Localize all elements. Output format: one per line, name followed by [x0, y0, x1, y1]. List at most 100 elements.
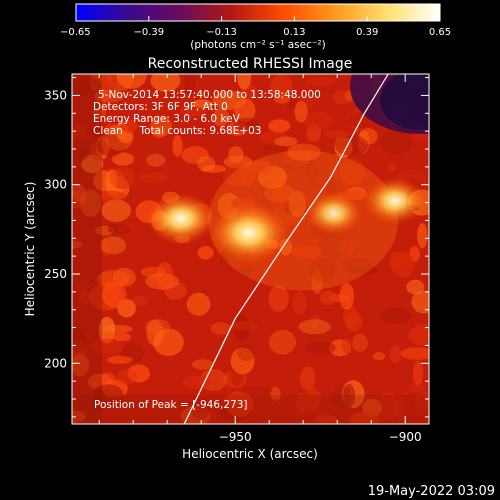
texture-blob — [319, 290, 337, 306]
colorbar-tick-label: 0.65 — [429, 27, 451, 38]
texture-blob — [100, 236, 127, 255]
texture-blob — [98, 316, 116, 344]
texture-blob — [98, 190, 126, 201]
texture-blob — [379, 392, 399, 420]
texture-blob — [72, 240, 83, 249]
texture-blob — [269, 74, 293, 99]
texture-blob — [394, 397, 407, 421]
texture-blob — [146, 153, 166, 167]
texture-blob — [228, 146, 244, 163]
texture-blob — [240, 166, 253, 188]
texture-blob — [72, 410, 86, 423]
plot-frame — [71, 73, 430, 425]
texture-blob — [93, 384, 124, 409]
texture-blob — [318, 233, 352, 259]
texture-blob — [184, 74, 196, 95]
texture-blob — [268, 119, 291, 133]
texture-blob — [310, 315, 321, 328]
texture-blob — [306, 387, 321, 411]
peak-position-label: Position of Peak = [-946,273] — [94, 399, 248, 411]
texture-blob — [304, 158, 319, 187]
texture-blob — [413, 360, 424, 386]
texture-blob — [197, 155, 216, 172]
texture-blob — [91, 338, 124, 355]
texture-blob — [380, 307, 411, 324]
texture-blob — [411, 290, 429, 314]
colorbar-ticks: −0.65 −0.39 −0.13 0.13 0.39 0.65 — [60, 16, 451, 38]
texture-blob — [120, 120, 138, 133]
texture-blob — [390, 250, 414, 278]
texture-blob — [332, 90, 353, 105]
colorbar-unit-label: (photons cm⁻² s⁻¹ asec⁻²) — [190, 39, 325, 51]
texture-blob — [102, 74, 117, 92]
texture-blob — [210, 322, 231, 335]
info-detectors: Detectors: 3F 6F 9F, Att 0 — [93, 101, 228, 113]
texture-blob — [79, 189, 102, 218]
texture-blob — [350, 111, 369, 129]
texture-blob — [104, 123, 117, 136]
texture-blob — [250, 160, 272, 174]
y-tick-label: 200 — [44, 356, 67, 370]
y-axis-label: Heliocentric Y (arcsec) — [23, 182, 37, 317]
texture-blob — [145, 273, 180, 290]
texture-blob — [72, 77, 103, 96]
colorbar-tick-label: −0.13 — [206, 27, 237, 38]
texture-blob — [339, 282, 355, 310]
top-right-dark-corner — [350, 74, 429, 134]
texture-blob — [295, 392, 308, 414]
emission-source — [305, 192, 362, 235]
x-tick-label: −900 — [389, 430, 422, 444]
texture-blob — [234, 98, 256, 123]
texture-blob — [91, 124, 114, 138]
texture-blob — [146, 319, 164, 347]
texture-blob — [334, 134, 369, 156]
texture-blob — [389, 345, 402, 363]
texture-blob — [270, 386, 281, 401]
texture-blob — [409, 380, 426, 393]
texture-blob — [238, 386, 272, 395]
solar-limb-curve — [183, 74, 389, 424]
texture-blob — [127, 364, 150, 383]
texture-blob — [386, 161, 398, 173]
texture-blob — [343, 305, 358, 328]
emission-source — [364, 177, 426, 224]
emission-source — [146, 193, 215, 245]
texture-blob — [341, 258, 374, 272]
texture-blob — [352, 333, 368, 352]
texture-blob — [75, 280, 89, 294]
info-total-counts: Clean Total counts: 9.68E+03 — [93, 125, 262, 137]
texture-blob — [191, 359, 214, 370]
info-time-range: 5-Nov-2014 13:57:40.000 to 13:58:48.000 — [98, 89, 321, 101]
texture-blob — [96, 135, 126, 157]
texture-blob — [288, 190, 306, 218]
texture-blob — [150, 115, 172, 137]
emission-sources — [146, 177, 500, 309]
texture-blob — [269, 329, 296, 355]
texture-blob — [294, 100, 308, 123]
texture-blob — [192, 99, 213, 108]
texture-blob — [181, 406, 211, 424]
texture-blob — [81, 154, 104, 174]
texture-blob — [314, 415, 338, 424]
emission-source — [482, 261, 500, 309]
texture-blob — [99, 237, 111, 257]
colorbar-tick-label: −0.39 — [133, 27, 164, 38]
texture-blob — [234, 117, 260, 132]
left-edge-shade — [72, 74, 102, 424]
texture-blob — [290, 244, 322, 259]
texture-blob — [197, 246, 214, 260]
texture-blob — [105, 169, 118, 190]
texture-blob — [298, 319, 331, 335]
colorbar-tick-label: 0.39 — [356, 27, 378, 38]
texture-blob — [181, 146, 209, 165]
chart-title: Reconstructed RHESSI Image — [148, 56, 353, 72]
colorbar-gradient — [75, 3, 441, 22]
texture-blob — [112, 152, 135, 166]
texture-blob — [145, 318, 171, 335]
texture-blob — [72, 338, 89, 361]
x-tick-label: −950 — [219, 430, 252, 444]
texture-blob — [415, 391, 429, 412]
texture-blob — [101, 199, 132, 223]
texture-blob — [339, 158, 366, 185]
texture-blob — [299, 366, 316, 391]
